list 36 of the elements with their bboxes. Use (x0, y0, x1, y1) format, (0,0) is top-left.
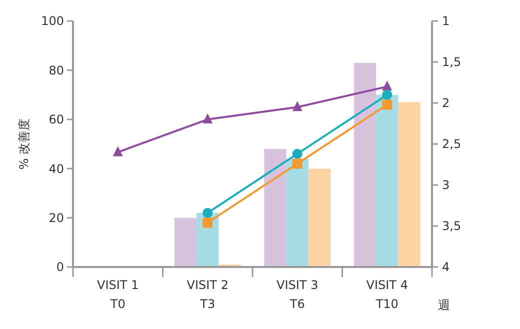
point (292, 158, 302, 169)
y-axis-title: % 改善度 (17, 118, 31, 170)
y2-tick-label: 1 (442, 14, 450, 28)
x-tick-label: VISIT 4 T10 (366, 278, 408, 311)
point (202, 208, 213, 218)
x-tick-label: VISIT 1 T0 (97, 278, 139, 311)
y2-tick-label: 3,5 (442, 219, 462, 234)
bar (174, 218, 197, 267)
point (382, 100, 392, 110)
y2-tick-label: 2 (442, 96, 450, 110)
bar (354, 62, 376, 267)
x-axis-title: 週 (438, 298, 450, 312)
y2-tick-label: 2,5 (442, 137, 462, 152)
bar (376, 94, 398, 267)
bar (286, 158, 308, 267)
bar (308, 168, 331, 267)
point (292, 148, 302, 159)
x-tick-label: VISIT 3 T6 (276, 278, 318, 311)
y-tick-label: 40 (48, 162, 64, 176)
y-tick-label: 0 (56, 260, 64, 274)
point (382, 90, 392, 100)
y2-tick-label: 3 (442, 178, 450, 192)
y-tick-label: 20 (48, 211, 64, 225)
bar (398, 102, 420, 267)
point (112, 146, 123, 156)
y-tick-label: 100 (41, 14, 64, 28)
point (202, 218, 213, 228)
point (202, 113, 213, 124)
y-tick-label: 80 (48, 63, 64, 78)
x-tick-label: VISIT 2 T3 (186, 278, 228, 311)
y2-tick-label: 4 (442, 260, 450, 274)
y-tick-label: 60 (48, 112, 64, 127)
y2-tick-label: 1,5 (442, 55, 462, 70)
point (382, 80, 392, 91)
point (292, 101, 302, 112)
bar (264, 148, 286, 267)
